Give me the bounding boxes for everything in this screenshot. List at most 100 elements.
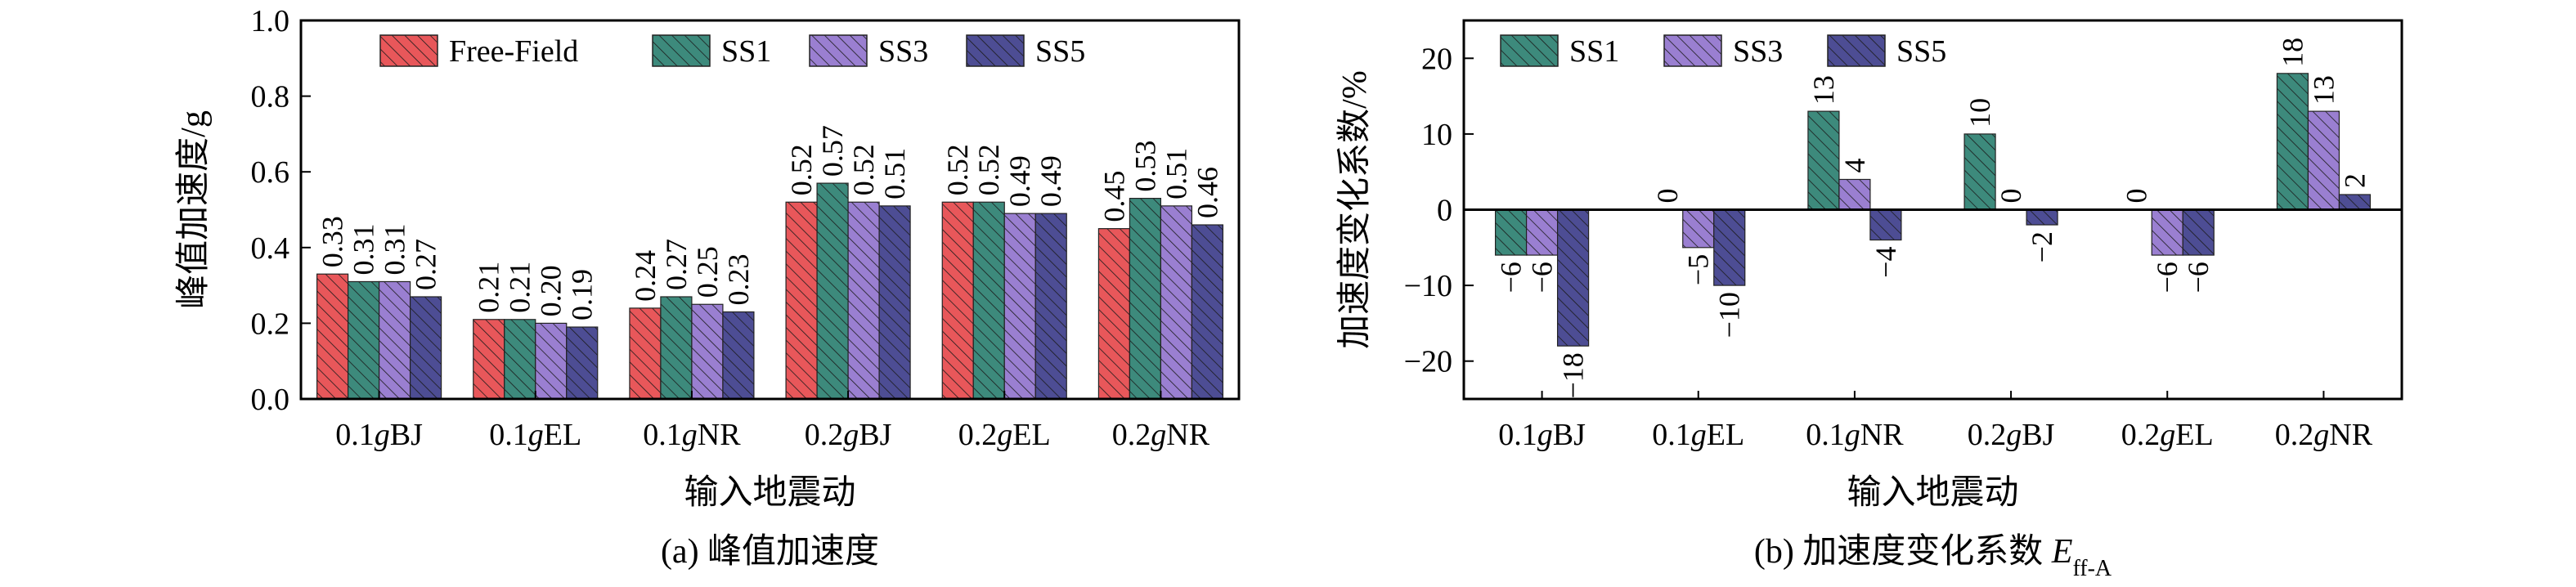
panel-a-y-axis-label: 峰值加速度/g [175, 110, 213, 309]
bar-ss5-0-2gbj [878, 205, 911, 400]
bar-free-field-0-2gbj [785, 201, 818, 400]
x-tick-label-0-1gbj: 0.1gBJ [1498, 418, 1586, 452]
data-label-ss5-0-1gbj: −18 [1557, 352, 1590, 398]
legend-swatch-ss1 [1500, 34, 1559, 67]
panel-b-caption-subscript: ff-A [2072, 556, 2112, 581]
data-label-ss3-0-1gbj: −6 [1526, 262, 1559, 293]
bar-ss3-0-1gbj [378, 280, 411, 400]
data-label-ss1-0-2gbj: 0.57 [816, 125, 849, 177]
x-tick-label-0-2gnr: 0.2gNR [1112, 418, 1210, 452]
legend-swatch-ss5 [966, 34, 1025, 67]
legend-label-ss1: SS1 [721, 34, 771, 69]
panel-a-y-ticks: 0.0 0.2 0.4 0.6 0.8 1.0 [251, 4, 311, 417]
data-label-ss1-0-1gnr: 13 [1807, 75, 1840, 105]
y-tick-label: 1.0 [251, 4, 290, 38]
data-label-ss5-0-1gel: 0.19 [566, 269, 599, 320]
x-tick-label-0-1gel: 0.1gEL [1652, 418, 1744, 452]
data-label-ss3-0-2gbj: 0.52 [847, 144, 880, 195]
bar-ss1-0-1gel [504, 319, 536, 400]
data-label-free-field-0-1gbj: 0.33 [316, 216, 349, 267]
x-tick-label-0-1gbj: 0.1gBJ [335, 418, 423, 452]
panel-a-x-ticks: 0.1gBJ 0.1gEL 0.1gNR 0.2gBJ 0.2gEL 0.2gNR [335, 391, 1210, 452]
bar-ss3-0-1gnr [1838, 178, 1871, 211]
bar-ss1-0-2gel [972, 201, 1005, 400]
legend-label-free-field: Free-Field [449, 34, 578, 69]
bar-ss3-0-1gbj [1525, 208, 1559, 256]
bar-ss3-0-1gel [1682, 208, 1715, 249]
panel-b-caption: (b) 加速度变化系数 Eff-A [1754, 532, 2112, 581]
data-label-ss5-0-2gbj: −2 [2026, 231, 2058, 262]
panel-a-bars [316, 182, 1224, 400]
bar-ss1-0-2gbj [816, 182, 849, 400]
bar-ss5-0-1gel [1713, 208, 1746, 286]
x-tick-label-0-1gnr: 0.1gNR [643, 418, 741, 452]
panel-b-y-ticks: −20 −10 0 10 20 [1404, 42, 1474, 379]
panel-b-caption-variable: E [2051, 533, 2073, 571]
legend-swatch-ss1 [652, 34, 711, 67]
bar-ss3-0-2gel [2151, 208, 2183, 256]
legend-label-ss1: SS1 [1569, 34, 1619, 69]
bar-ss3-0-2gbj [847, 201, 880, 400]
bar-ss1-0-1gbj [347, 280, 380, 400]
panel-a-legend: Free-Field SS1 SS3 SS5 [379, 34, 1085, 69]
x-tick-label-0-2gbj: 0.2gBJ [1968, 418, 2055, 452]
legend-label-ss3: SS3 [878, 34, 928, 69]
panel-a-plot-frame [299, 19, 1241, 401]
y-tick-label: −10 [1404, 269, 1452, 303]
bar-free-field-0-2gnr [1097, 228, 1131, 400]
data-label-free-field-0-1gnr: 0.24 [629, 250, 662, 302]
data-label-ss1-0-1gel: 0.21 [504, 262, 536, 313]
data-label-ss5-0-1gnr: −4 [1869, 247, 1902, 278]
data-label-ss1-0-2gbj: 10 [1963, 98, 1996, 128]
bar-ss3-0-2gel [1003, 213, 1036, 400]
bar-ss3-0-2gnr [2307, 110, 2340, 211]
panel-a-data-labels: 0.330.310.310.27 0.210.210.200.19 0.240.27… [316, 125, 1224, 320]
data-label-ss1-0-1gnr: 0.27 [660, 239, 693, 290]
bar-ss3-0-1gnr [691, 303, 724, 400]
y-tick-label: 0.4 [251, 231, 290, 266]
data-label-free-field-0-1gel: 0.21 [473, 262, 505, 313]
bar-free-field-0-1gel [473, 319, 505, 400]
data-label-free-field-0-2gnr: 0.45 [1097, 171, 1130, 222]
data-label-ss5-0-1gnr: 0.23 [722, 254, 755, 306]
bar-ss1-0-1gnr [660, 296, 693, 400]
data-label-ss3-0-2gel: −6 [2151, 262, 2183, 293]
y-tick-label: 0 [1437, 194, 1452, 228]
data-label-ss3-0-2gnr: 0.51 [1160, 148, 1192, 199]
legend-swatch-ss3 [1663, 34, 1722, 67]
legend-label-ss3: SS3 [1733, 34, 1783, 69]
panel-b-x-axis-label: 输入地震动 [1847, 474, 2018, 512]
bar-ss5-0-2gel [1034, 213, 1067, 400]
data-label-ss5-0-1gel: −10 [1713, 292, 1746, 338]
data-label-ss3-0-1gel: 0.20 [535, 265, 568, 316]
data-label-free-field-0-2gel: 0.52 [941, 144, 974, 195]
data-label-free-field-0-2gbj: 0.52 [785, 144, 818, 195]
bar-free-field-0-1gbj [316, 273, 349, 400]
x-tick-label-0-1gel: 0.1gEL [489, 418, 581, 452]
bar-ss5-0-1gbj [409, 296, 442, 400]
bar-ss1-0-2gnr [1129, 198, 1162, 400]
data-label-ss5-0-2gel: −6 [2182, 262, 2215, 293]
panel-b-bars [1494, 73, 2372, 347]
data-label-ss1-0-1gel: 0 [1651, 189, 1684, 204]
x-tick-label-0-1gnr: 0.1gNR [1806, 418, 1904, 452]
bar-ss1-0-2gbj [1963, 133, 1996, 211]
data-label-ss5-0-2gbj: 0.51 [878, 148, 911, 199]
bar-ss5-0-1gnr [1869, 208, 1902, 241]
data-label-ss1-0-2gel: 0.52 [972, 144, 1005, 195]
data-label-ss5-0-2gel: 0.49 [1034, 155, 1067, 207]
y-tick-label: 0.6 [251, 155, 290, 190]
data-label-ss3-0-1gbj: 0.31 [379, 223, 411, 275]
bar-free-field-0-1gnr [629, 307, 662, 400]
data-label-ss5-0-2gnr: 0.46 [1191, 167, 1223, 218]
y-tick-label: 0.2 [251, 307, 290, 341]
y-tick-label: 0.8 [251, 80, 290, 114]
x-tick-label-0-2gnr: 0.2gNR [2275, 418, 2373, 452]
data-label-ss3-0-2gbj: 0 [1995, 189, 2027, 204]
x-tick-label-0-2gel: 0.2gEL [2121, 418, 2214, 452]
bar-ss1-0-2gnr [2276, 73, 2309, 211]
bar-ss5-0-2gnr [2338, 194, 2372, 211]
